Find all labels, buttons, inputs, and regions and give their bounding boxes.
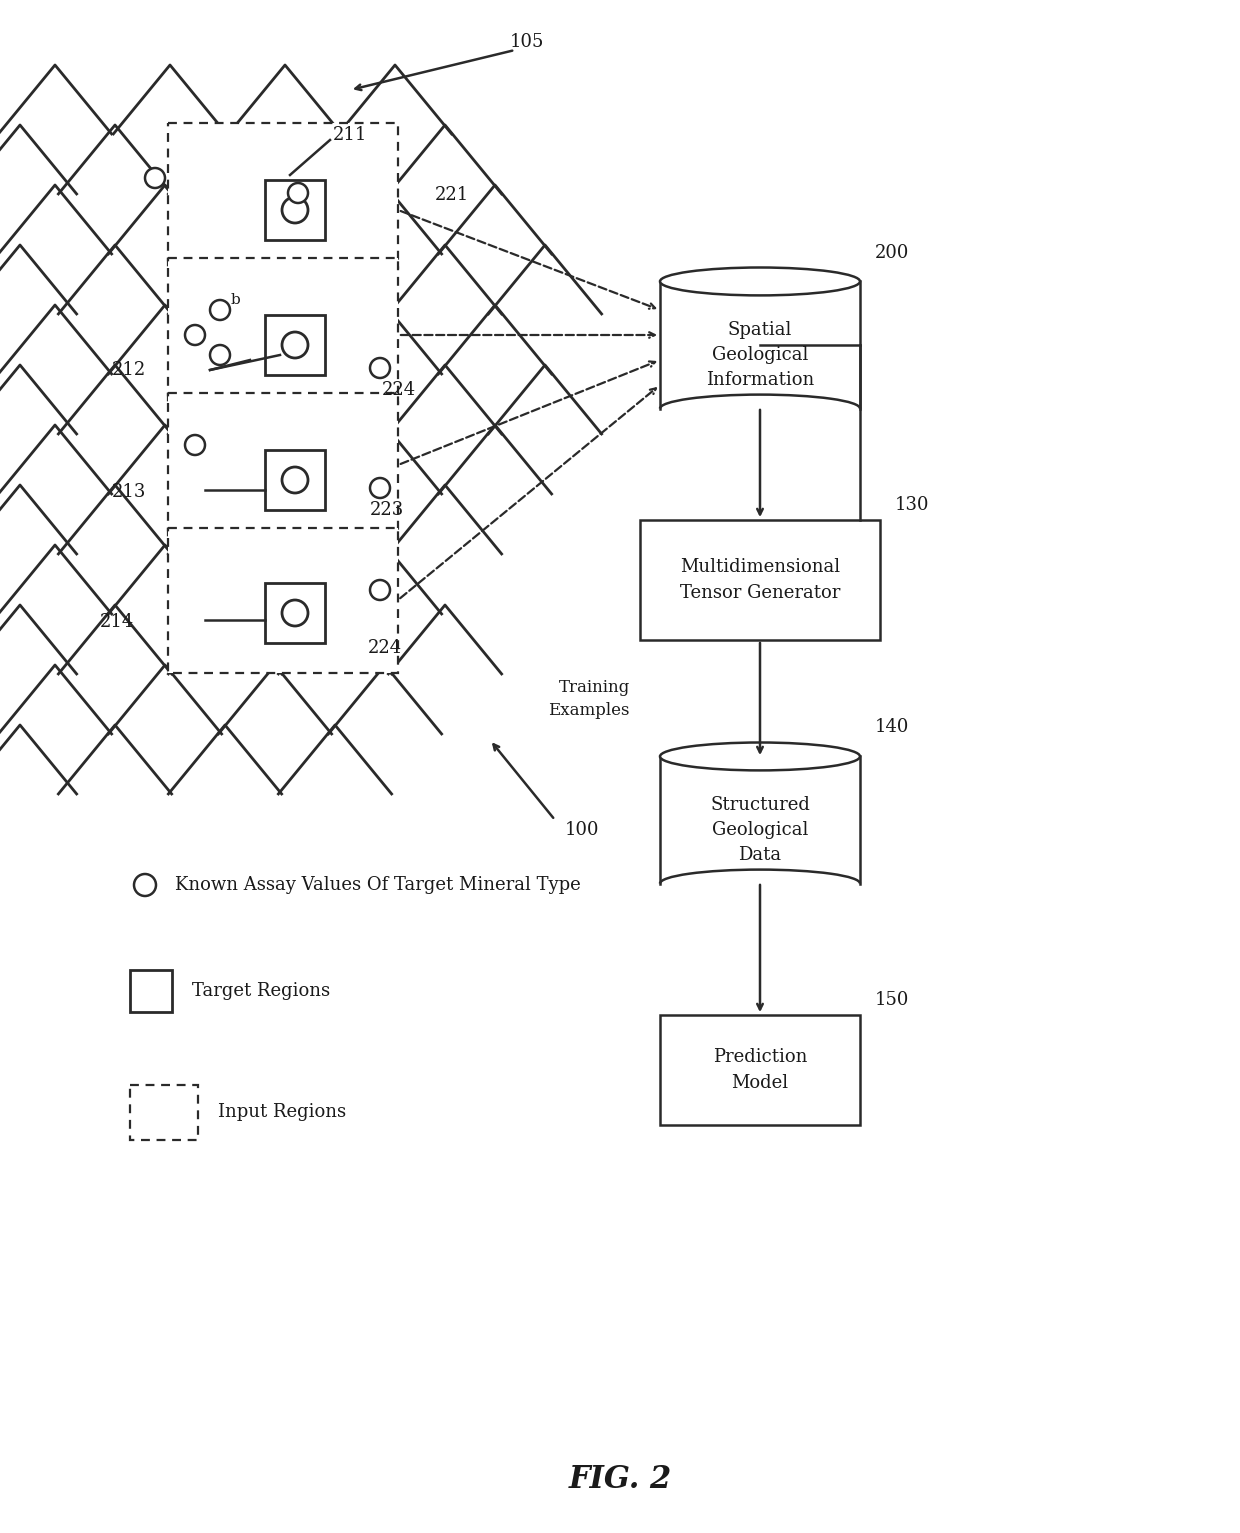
Bar: [660, 282, 861, 423]
Text: d: d: [217, 350, 227, 363]
Circle shape: [370, 478, 391, 498]
Circle shape: [281, 468, 308, 494]
Text: 221: 221: [435, 185, 469, 204]
Bar: [130, 970, 172, 1012]
Text: 212: 212: [112, 360, 146, 379]
Circle shape: [185, 435, 205, 455]
Circle shape: [370, 359, 391, 379]
Bar: [660, 1015, 861, 1125]
Bar: [265, 451, 325, 510]
Ellipse shape: [660, 742, 861, 771]
Text: 214: 214: [100, 613, 134, 632]
Text: FIG. 2: FIG. 2: [568, 1464, 672, 1496]
Circle shape: [210, 300, 229, 320]
Circle shape: [281, 599, 308, 625]
Ellipse shape: [660, 267, 861, 296]
Text: 200: 200: [875, 244, 909, 262]
Circle shape: [210, 345, 229, 365]
Text: 140: 140: [875, 719, 909, 736]
Bar: [130, 1085, 198, 1141]
Text: Prediction
Model: Prediction Model: [713, 1049, 807, 1091]
Text: b: b: [231, 293, 239, 307]
Text: 211: 211: [334, 126, 367, 144]
Circle shape: [370, 579, 391, 599]
Text: Structured
Geological
Data: Structured Geological Data: [711, 796, 810, 865]
Text: Spatial
Geological
Information: Spatial Geological Information: [706, 320, 815, 389]
Text: Input Regions: Input Regions: [218, 1104, 346, 1121]
Text: 105: 105: [510, 34, 544, 51]
Bar: [265, 179, 325, 241]
Circle shape: [281, 198, 308, 222]
Text: Target Regions: Target Regions: [192, 983, 330, 1000]
Text: a: a: [191, 331, 200, 345]
Bar: [167, 123, 398, 268]
Bar: [167, 392, 398, 538]
Bar: [265, 314, 325, 376]
Text: Multidimensional
Tensor Generator: Multidimensional Tensor Generator: [680, 558, 841, 601]
Circle shape: [281, 333, 308, 359]
Circle shape: [288, 182, 308, 202]
Text: 100: 100: [565, 822, 599, 839]
Text: 223: 223: [370, 501, 404, 520]
Text: 213: 213: [112, 483, 146, 501]
Circle shape: [185, 325, 205, 345]
Text: Known Assay Values Of Target Mineral Type: Known Assay Values Of Target Mineral Typ…: [175, 875, 580, 894]
Bar: [167, 258, 398, 403]
Bar: [660, 756, 861, 897]
Text: Training
Examples: Training Examples: [548, 679, 630, 719]
Text: 150: 150: [875, 990, 909, 1009]
Bar: [265, 583, 325, 642]
Circle shape: [134, 874, 156, 895]
Text: 224: 224: [382, 382, 417, 399]
Bar: [167, 527, 398, 673]
Bar: [640, 520, 880, 639]
Text: 224: 224: [368, 639, 402, 658]
Text: 130: 130: [895, 497, 930, 514]
Circle shape: [145, 169, 165, 189]
